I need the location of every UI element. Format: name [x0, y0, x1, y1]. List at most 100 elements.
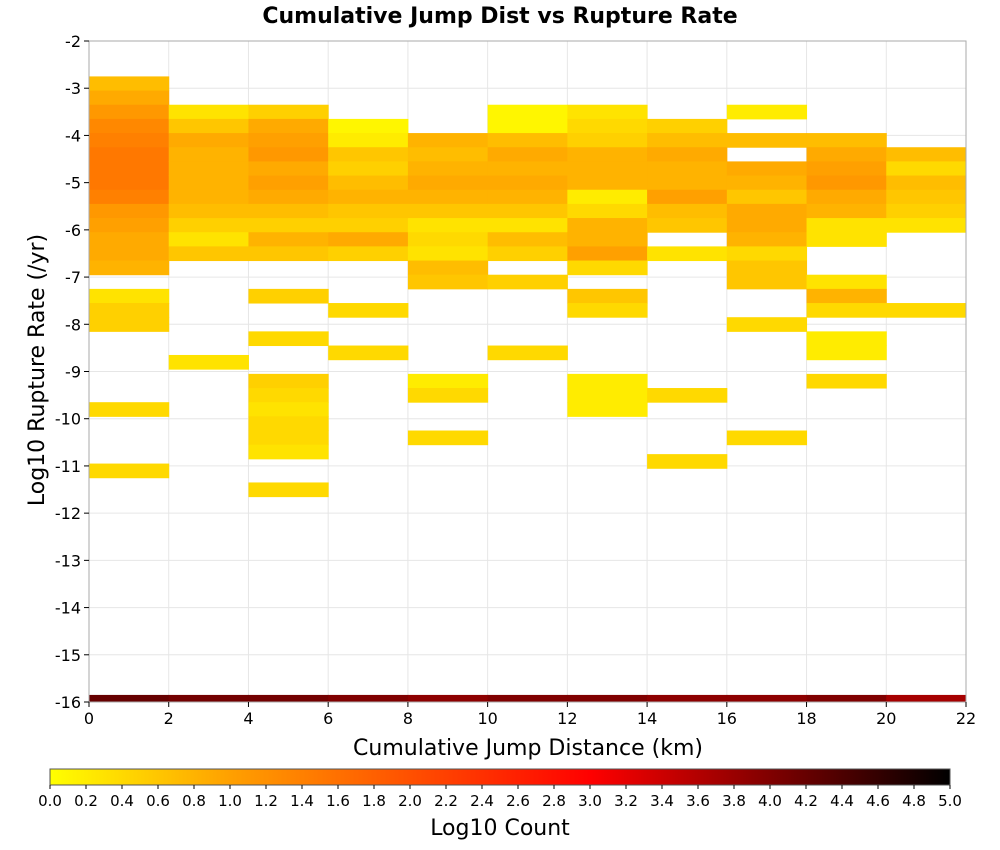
- heatmap-cell: [647, 161, 728, 177]
- heatmap-cell: [487, 274, 568, 290]
- heatmap-cell: [248, 246, 329, 262]
- colorbar-ticks: 0.0 0.2 0.4 0.6 0.8 1.0 1.2 1.4 1.6 1.8 2.0 2.2 2.4 2…: [38, 785, 962, 810]
- colorbar-tick-label: 1.8: [362, 792, 386, 810]
- heatmap-cell: [89, 90, 170, 106]
- heatmap-cell: [407, 260, 489, 276]
- heatmap-cell: [567, 303, 648, 318]
- colorbar-tick-label: 1.4: [290, 792, 314, 810]
- heatmap-cell: [567, 104, 648, 120]
- heatmap-cell: [89, 288, 170, 304]
- heatmap-cell: [726, 133, 808, 148]
- heatmap-cell: [248, 388, 329, 403]
- heatmap-cell: [328, 246, 409, 262]
- heatmap-cell: [328, 133, 409, 148]
- heatmap-cell: [726, 161, 808, 177]
- heatmap-cell: [89, 303, 170, 318]
- heatmap-cell: [168, 203, 249, 219]
- heatmap-cell: [89, 118, 170, 134]
- heatmap-cell: [328, 303, 409, 318]
- heatmap-cell: [168, 118, 249, 134]
- heatmap-cell: [806, 161, 887, 177]
- heatmap-cell: [726, 175, 808, 191]
- colorbar-tick-label: 0.8: [182, 792, 206, 810]
- heatmap-cell: [567, 133, 648, 148]
- heatmap-cell: [248, 482, 329, 498]
- heatmap-cell: [886, 218, 967, 233]
- heatmap-cell: [89, 161, 170, 177]
- colorbar-tick-label: 5.0: [938, 792, 962, 810]
- colorbar-tick-label: 4.6: [866, 792, 890, 810]
- heatmap-cell: [806, 331, 887, 347]
- heatmap-cell: [487, 203, 568, 219]
- y-tick-label: -8: [65, 315, 81, 334]
- heatmap-cell: [328, 189, 409, 205]
- heatmap-cell: [248, 161, 329, 177]
- heatmap-cell: [89, 218, 170, 233]
- heatmap-cell: [487, 189, 568, 205]
- heatmap-cell: [168, 147, 249, 162]
- heatmap-cell: [168, 232, 249, 247]
- y-tick-label: -14: [55, 599, 81, 618]
- heatmap-cell-bottom: [248, 694, 329, 702]
- x-tick-label: 18: [796, 709, 816, 728]
- heatmap-cell: [886, 161, 967, 177]
- heatmap-cell: [168, 161, 249, 177]
- heatmap-cell: [726, 218, 808, 233]
- heatmap-cell: [806, 203, 887, 219]
- heatmap-cell: [248, 288, 329, 304]
- heatmap-cell: [248, 203, 329, 219]
- heatmap-cell: [726, 260, 808, 276]
- heatmap-cell: [248, 232, 329, 247]
- x-tick-label: 14: [637, 709, 657, 728]
- heatmap-cell: [248, 104, 329, 120]
- heatmap-cell: [407, 161, 489, 177]
- heatmap-cell: [567, 288, 648, 304]
- y-tick-label: -5: [65, 174, 81, 193]
- heatmap-cell: [647, 246, 728, 262]
- heatmap-cell: [806, 373, 887, 389]
- heatmap-cell: [567, 260, 648, 276]
- x-tick-label: 10: [477, 709, 497, 728]
- x-tick-label: 0: [84, 709, 94, 728]
- heatmap-cell: [647, 175, 728, 191]
- colorbar-tick-label: 3.6: [686, 792, 710, 810]
- heatmap-cell: [407, 175, 489, 191]
- heatmap-cell: [487, 175, 568, 191]
- heatmap-cell: [248, 416, 329, 432]
- heatmap-cell: [487, 232, 568, 247]
- heatmap-cell: [407, 218, 489, 233]
- x-tick-label: 16: [717, 709, 737, 728]
- heatmap-cell: [567, 246, 648, 262]
- heatmap-cell: [567, 388, 648, 403]
- y-tick-label: -16: [55, 693, 81, 712]
- heatmap-cell: [248, 189, 329, 205]
- heatmap-cell: [168, 354, 249, 370]
- heatmap-cell-bottom: [328, 694, 409, 702]
- colorbar-tick-label: 4.2: [794, 792, 818, 810]
- x-tick-label: 2: [164, 709, 174, 728]
- x-tick-label: 20: [876, 709, 896, 728]
- y-tick-label: -10: [55, 410, 81, 429]
- heatmap-cell: [647, 133, 728, 148]
- y-tick-label: -15: [55, 646, 81, 665]
- heatmap-cell: [806, 147, 887, 162]
- colorbar-tick-label: 1.2: [254, 792, 278, 810]
- heatmap-cell: [806, 232, 887, 247]
- heatmap-cell: [248, 147, 329, 162]
- heatmap-cell: [567, 118, 648, 134]
- colorbar-tick-label: 1.0: [218, 792, 242, 810]
- heatmap-cell-bottom: [806, 694, 887, 702]
- colorbar-tick-label: 0.4: [110, 792, 134, 810]
- heatmap-cell: [328, 161, 409, 177]
- colorbar-tick-label: 2.4: [470, 792, 494, 810]
- heatmap-cell: [89, 232, 170, 247]
- y-tick-label: -2: [65, 32, 81, 51]
- heatmap-cell: [726, 232, 808, 247]
- heatmap-cell: [168, 218, 249, 233]
- colorbar: [49, 768, 951, 786]
- heatmap-cell: [407, 274, 489, 290]
- heatmap-cell: [806, 175, 887, 191]
- heatmap-cell: [647, 118, 728, 134]
- y-axis-label: Log10 Rupture Rate (/yr): [25, 234, 50, 506]
- heatmap-cell: [806, 189, 887, 205]
